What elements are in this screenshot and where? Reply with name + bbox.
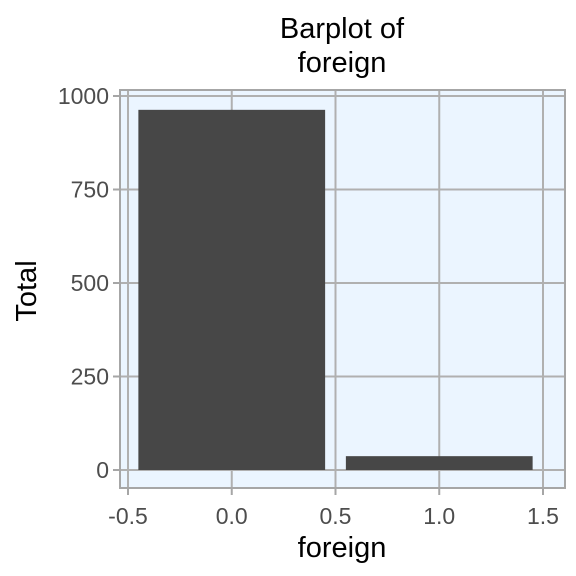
x-axis-title: foreign: [298, 532, 387, 564]
bar: [345, 456, 533, 470]
x-tick-label: 0.0: [216, 503, 248, 529]
x-tick-label: 1.5: [527, 503, 559, 529]
y-axis-title: Total: [11, 260, 43, 321]
axes: [113, 95, 544, 495]
x-tick-label: -0.5: [108, 503, 148, 529]
bar: [138, 109, 326, 470]
plot-panel-border: [119, 89, 566, 489]
chart-title-line-1: Barplot of: [280, 13, 405, 45]
chart-title-line-2: foreign: [298, 47, 387, 79]
y-tick-label: 500: [71, 270, 109, 296]
y-tick-label: 1000: [58, 83, 109, 109]
y-tick-label: 250: [71, 364, 109, 390]
bars: [138, 109, 533, 470]
y-tick-label: 0: [96, 457, 109, 483]
x-tick-label: 0.5: [320, 503, 352, 529]
y-tick-label: 750: [71, 177, 109, 203]
x-tick-label: 1.0: [423, 503, 455, 529]
chart-title: Barplot of foreign: [280, 13, 405, 79]
tick-labels: -0.5 0.0 0.5 1.0 1.5 0 250 500 750 1000: [58, 83, 559, 529]
